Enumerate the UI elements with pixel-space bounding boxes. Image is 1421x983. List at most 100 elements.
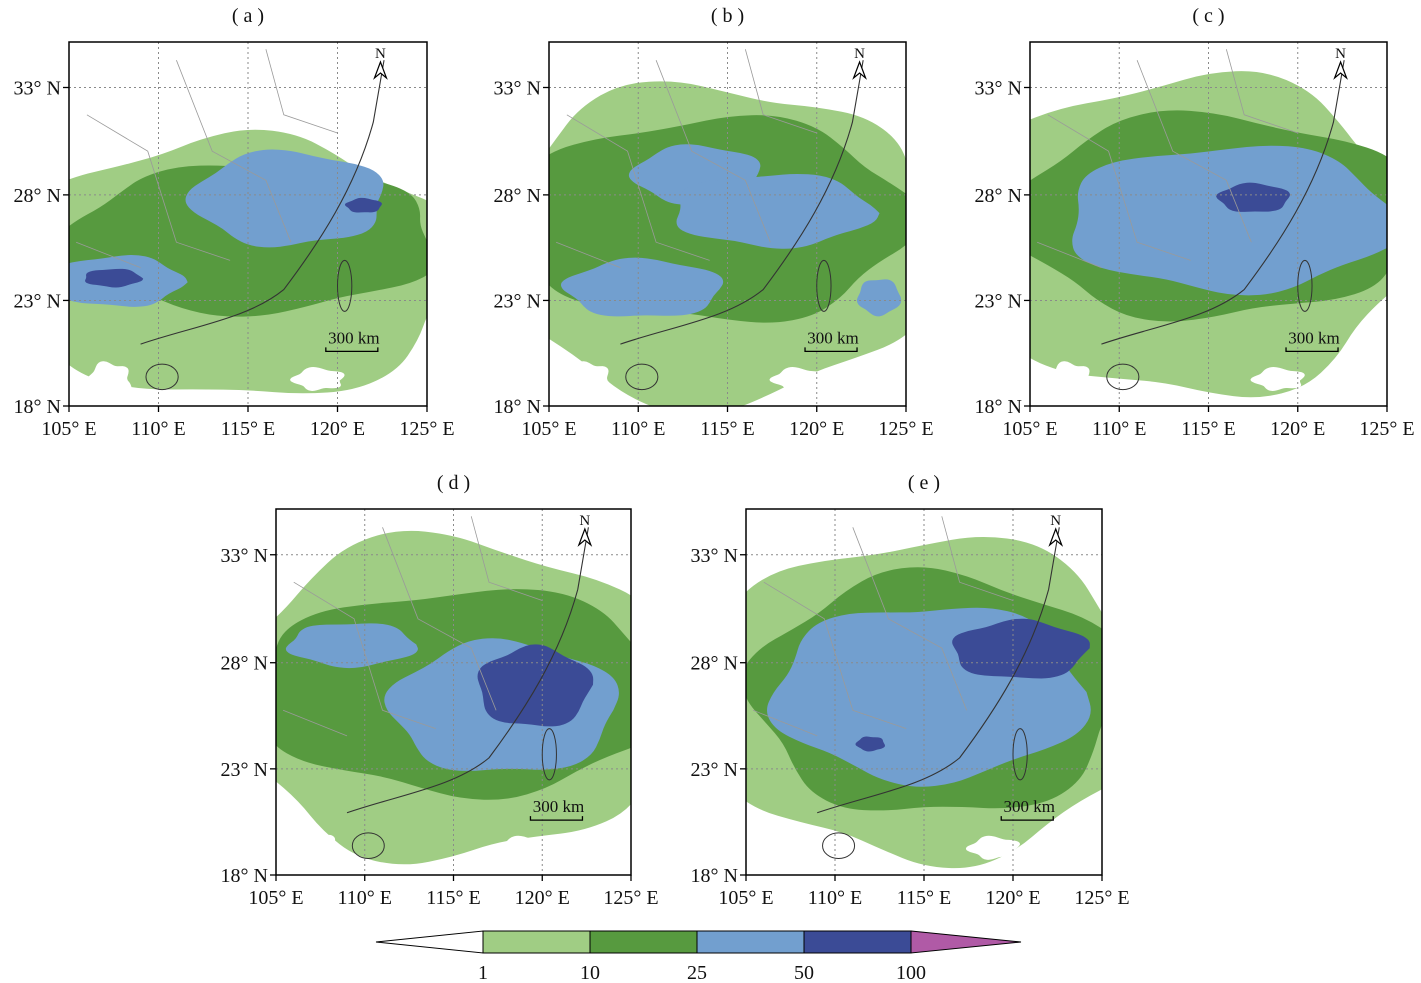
- lon-label: 105° E: [718, 887, 773, 909]
- lon-label: 115° E: [221, 418, 275, 440]
- scale-bar-label: 300 km: [533, 797, 584, 816]
- colorbar: 1 10 25 50 100: [375, 930, 1022, 983]
- dry-patch: [761, 829, 809, 871]
- lon-label: 125° E: [878, 418, 933, 440]
- panel-label: ( a ): [232, 5, 264, 27]
- rain-area-level-3: [1072, 145, 1387, 296]
- coastline: [620, 60, 864, 345]
- north-arrow-icon: [373, 60, 388, 80]
- lon-label: 120° E: [985, 887, 1040, 909]
- rain-area-level-4: [952, 618, 1090, 679]
- lon-label: 110° E: [1092, 418, 1146, 440]
- panel-label: ( c ): [1192, 5, 1224, 27]
- rain-area-level-4: [855, 736, 885, 752]
- scale-bar-label: 300 km: [1003, 797, 1054, 816]
- colorbar-tick: 25: [687, 962, 707, 983]
- lat-label: 33° N: [494, 78, 541, 100]
- lat-label: 18° N: [691, 865, 738, 887]
- taiwan-island: [1012, 728, 1028, 781]
- lon-label: 125° E: [1074, 887, 1129, 909]
- scale-bar-label: 300 km: [1288, 328, 1339, 347]
- scale-bar: [804, 347, 858, 353]
- lat-label: 33° N: [975, 78, 1022, 100]
- lat-label: 18° N: [494, 396, 541, 418]
- hainan-island: [351, 832, 385, 860]
- lat-label: 28° N: [14, 185, 61, 207]
- dry-patch: [1045, 361, 1093, 402]
- province-boundary: [76, 49, 338, 269]
- lon-label: 115° E: [700, 418, 754, 440]
- colorbar-tick: 1: [478, 962, 488, 983]
- north-label: N: [854, 46, 865, 62]
- lat-label: 33° N: [221, 545, 268, 567]
- rain-area-level-4: [477, 644, 594, 727]
- lon-label: 105° E: [1002, 418, 1057, 440]
- lat-label: 28° N: [975, 185, 1022, 207]
- taiwan-island: [541, 728, 557, 781]
- panel-label: ( b ): [711, 5, 744, 27]
- lat-label: 23° N: [14, 290, 61, 312]
- lat-label: 18° N: [14, 396, 61, 418]
- coastline: [817, 527, 1060, 814]
- dry-patch: [291, 829, 338, 871]
- province-boundary: [555, 49, 817, 269]
- taiwan-island: [1297, 259, 1313, 312]
- lon-label: 120° E: [1270, 418, 1325, 440]
- lat-label: 33° N: [691, 545, 738, 567]
- north-arrow-icon: [577, 527, 593, 547]
- rain-area-level-4: [85, 268, 144, 288]
- province-boundary: [282, 516, 543, 737]
- north-label: N: [1050, 513, 1061, 529]
- hainan-island: [822, 832, 856, 860]
- colorbar-swatch-1-10: [482, 930, 591, 954]
- panel-label: ( d ): [437, 472, 470, 494]
- lat-label: 28° N: [494, 185, 541, 207]
- scale-bar-label: 300 km: [328, 328, 379, 347]
- coastline: [140, 60, 385, 345]
- province-boundary: [752, 516, 1014, 737]
- colorbar-swatch-25-50: [696, 930, 805, 954]
- lon-label: 125° E: [399, 418, 454, 440]
- coastline: [1101, 60, 1345, 345]
- panel-label: ( e ): [908, 472, 940, 494]
- colorbar-below-1: [375, 930, 484, 954]
- north-label: N: [1335, 46, 1346, 62]
- hainan-island: [625, 363, 659, 391]
- lon-label: 105° E: [248, 887, 303, 909]
- lon-label: 125° E: [1359, 418, 1414, 440]
- dry-patch: [290, 367, 345, 391]
- coastline: [346, 527, 589, 814]
- colorbar-swatch-50-100: [803, 930, 912, 954]
- lon-label: 110° E: [808, 887, 862, 909]
- lon-label: 125° E: [603, 887, 658, 909]
- north-arrow-icon: [852, 60, 867, 80]
- lon-label: 120° E: [310, 418, 365, 440]
- colorbar-tick: 100: [896, 962, 926, 983]
- north-label: N: [375, 46, 386, 62]
- rain-area-level-4: [344, 197, 382, 213]
- lon-label: 115° E: [897, 887, 951, 909]
- lon-label: 115° E: [1181, 418, 1235, 440]
- rain-area-level-4: [1216, 182, 1290, 212]
- lat-label: 23° N: [494, 290, 541, 312]
- lon-label: 110° E: [611, 418, 665, 440]
- lon-label: 110° E: [131, 418, 185, 440]
- lon-label: 105° E: [521, 418, 576, 440]
- hainan-island: [1106, 363, 1140, 391]
- taiwan-island: [816, 259, 832, 312]
- lat-label: 23° N: [221, 759, 268, 781]
- lat-label: 28° N: [221, 653, 268, 675]
- lon-label: 110° E: [338, 887, 392, 909]
- lon-label: 120° E: [789, 418, 844, 440]
- lon-label: 105° E: [41, 418, 96, 440]
- lat-label: 33° N: [14, 78, 61, 100]
- lon-label: 115° E: [426, 887, 480, 909]
- taiwan-island: [337, 259, 353, 312]
- scale-bar: [1285, 347, 1339, 353]
- colorbar-above-100: [910, 930, 1022, 954]
- north-arrow-icon: [1048, 527, 1064, 547]
- dry-patch: [495, 835, 550, 860]
